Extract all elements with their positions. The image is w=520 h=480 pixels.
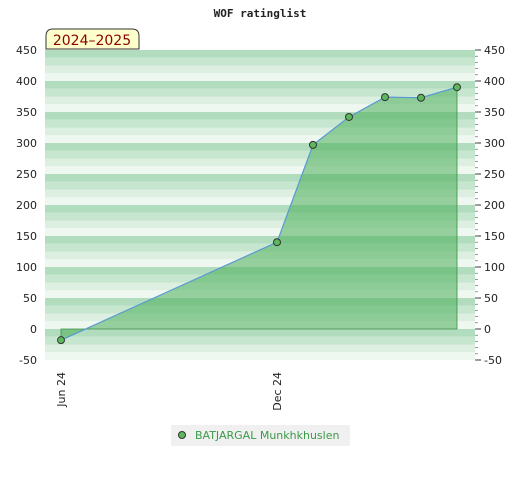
data-point <box>273 238 281 247</box>
background-band <box>45 112 475 120</box>
data-point <box>309 140 317 149</box>
data-point <box>381 93 389 102</box>
background-band <box>45 243 475 252</box>
y-tick-label-left: 250 <box>16 168 37 181</box>
background-band <box>45 57 475 66</box>
background-band <box>45 166 475 174</box>
season-badge: 2024–2025 <box>45 28 140 50</box>
background-band <box>45 336 475 345</box>
y-axis-left: -50 0 50 100 150 200 250 300 350 400 450 <box>16 44 37 367</box>
y-tick-label-left: 50 <box>23 292 37 305</box>
y-tick-label-right: 100 <box>484 261 505 274</box>
y-tick-label-right: 200 <box>484 199 505 212</box>
background-band <box>45 329 475 337</box>
chart-title: WOF ratinglist <box>214 7 307 20</box>
y-tick-label-left: 0 <box>30 323 37 336</box>
y-tick-label-right: 150 <box>484 230 505 243</box>
background-band <box>45 65 475 74</box>
x-tick-label: Dec 24 <box>271 372 284 411</box>
season-label: 2024–2025 <box>53 33 131 49</box>
background-band <box>45 189 475 198</box>
x-tick-label: Jun 24 <box>55 372 68 408</box>
y-tick-label-right: 450 <box>484 44 505 57</box>
y-tick-label-right: 0 <box>484 323 491 336</box>
background-band <box>45 104 475 112</box>
background-band <box>45 236 475 244</box>
data-point <box>417 93 425 102</box>
y-tick-label-right: 250 <box>484 168 505 181</box>
data-point <box>57 336 65 345</box>
legend-marker <box>178 431 186 439</box>
data-point <box>453 83 461 92</box>
y-tick-label-right: 50 <box>484 292 498 305</box>
background-band <box>45 344 475 353</box>
y-tick-label-left: 400 <box>16 75 37 88</box>
background-band <box>45 127 475 136</box>
y-tick-label-left: -50 <box>19 354 37 367</box>
background-band <box>45 212 475 221</box>
background-band <box>45 88 475 97</box>
legend-series-name: BATJARGAL Munkhkhuslen <box>195 429 339 442</box>
background-band <box>45 197 475 205</box>
x-axis: Jun 24 Dec 24 <box>55 372 284 411</box>
background-band <box>45 81 475 89</box>
y-tick-label-left: 300 <box>16 137 37 150</box>
background-band <box>45 228 475 236</box>
background-band <box>45 119 475 128</box>
y-tick-label-left: 150 <box>16 230 37 243</box>
background-band <box>45 73 475 81</box>
background-band <box>45 135 475 143</box>
background-band <box>45 205 475 213</box>
background-band <box>45 96 475 105</box>
background-band <box>45 158 475 167</box>
legend: BATJARGAL Munkhkhuslen <box>171 425 350 446</box>
data-point <box>345 112 353 121</box>
rating-markers <box>57 83 461 345</box>
y-tick-label-left: 200 <box>16 199 37 212</box>
y-tick-label-right: 300 <box>484 137 505 150</box>
background-band <box>45 50 475 58</box>
y-tick-label-left: 450 <box>16 44 37 57</box>
y-tick-label-right: -50 <box>484 354 502 367</box>
y-axis-right: -50 0 50 100 150 200 250 300 350 400 450 <box>475 44 505 367</box>
y-axis-right-minor-ticks <box>475 49 478 361</box>
background-band <box>45 150 475 159</box>
y-tick-label-right: 400 <box>484 75 505 88</box>
background-band <box>45 181 475 190</box>
background-band <box>45 352 475 360</box>
background-band <box>45 220 475 229</box>
y-tick-label-left: 100 <box>16 261 37 274</box>
background-band <box>45 174 475 182</box>
background-band <box>45 143 475 151</box>
y-tick-label-left: 350 <box>16 106 37 119</box>
y-tick-label-right: 350 <box>484 106 505 119</box>
